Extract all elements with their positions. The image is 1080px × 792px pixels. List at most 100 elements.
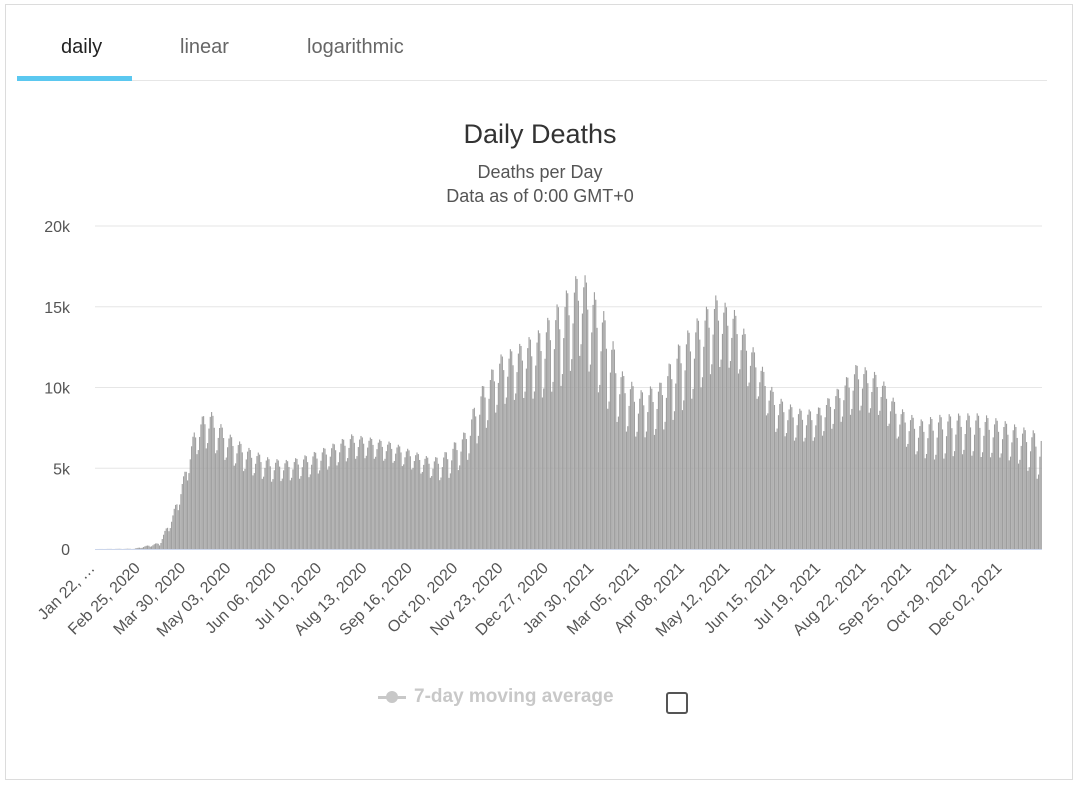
bar[interactable] [765,415,768,549]
bar[interactable] [299,478,301,549]
bar[interactable] [449,473,451,549]
bar[interactable] [575,276,577,549]
bar[interactable] [291,477,293,549]
bar[interactable] [824,417,826,549]
bar[interactable] [432,468,434,549]
bar[interactable] [1030,451,1032,549]
bar[interactable] [595,299,597,549]
bar[interactable] [347,458,349,549]
bar[interactable] [189,459,191,549]
bar[interactable] [1021,433,1024,549]
bar[interactable] [1025,442,1028,549]
bar[interactable] [419,459,421,549]
bar[interactable] [305,456,307,549]
bar[interactable] [365,455,367,549]
bar[interactable] [203,416,205,549]
bar[interactable] [760,370,762,549]
bar[interactable] [308,477,310,549]
bar[interactable] [531,356,533,549]
bar[interactable] [712,334,714,549]
bar[interactable] [240,443,242,549]
bar[interactable] [924,458,926,549]
bar[interactable] [277,460,279,549]
bar[interactable] [473,407,475,549]
bar[interactable] [183,476,185,549]
bar[interactable] [245,459,247,549]
bar[interactable] [655,428,657,549]
bar[interactable] [935,454,937,549]
bar[interactable] [915,454,917,549]
bar[interactable] [672,419,674,549]
bar[interactable] [776,428,778,549]
bar[interactable] [296,458,298,549]
bar[interactable] [987,418,989,549]
bar[interactable] [707,309,709,549]
bar[interactable] [768,400,770,549]
bar[interactable] [324,448,326,549]
bar[interactable] [292,469,294,549]
bar[interactable] [879,410,881,549]
bar[interactable] [783,412,785,549]
bar[interactable] [720,359,722,549]
bar[interactable] [663,429,665,549]
bar[interactable] [543,388,545,549]
bar[interactable] [904,422,906,549]
bar[interactable] [983,435,985,549]
bar[interactable] [744,334,746,549]
bar[interactable] [693,358,696,549]
bar[interactable] [589,364,591,549]
bar[interactable] [280,481,282,549]
bar[interactable] [613,349,615,549]
bar[interactable] [535,365,537,549]
bar[interactable] [881,385,884,549]
bar[interactable] [420,473,422,549]
bar[interactable] [868,412,870,549]
bar[interactable] [773,404,776,549]
bar[interactable] [709,374,712,549]
bar[interactable] [191,446,193,549]
bar[interactable] [325,454,327,549]
bar[interactable] [1008,460,1010,549]
bar[interactable] [596,327,598,549]
bar[interactable] [336,465,338,549]
bar[interactable] [407,448,409,549]
bar[interactable] [267,457,269,549]
bar[interactable] [227,447,229,549]
bar[interactable] [895,413,897,549]
bar[interactable] [213,427,215,549]
bar[interactable] [339,452,341,549]
bar[interactable] [820,415,822,549]
bar[interactable] [411,469,413,549]
bar[interactable] [471,419,473,549]
bar[interactable] [812,440,814,549]
bar[interactable] [717,320,720,549]
bar[interactable] [437,463,439,549]
bar[interactable] [953,451,956,549]
bar[interactable] [551,391,553,549]
bar[interactable] [436,457,438,549]
bar[interactable] [507,376,509,549]
bar[interactable] [195,437,197,549]
bar[interactable] [753,352,756,549]
bar[interactable] [459,465,461,549]
bar[interactable] [785,433,788,549]
bar[interactable] [332,443,334,549]
bar[interactable] [828,398,830,549]
bar[interactable] [649,386,651,549]
bar[interactable] [173,508,175,549]
bar[interactable] [380,440,382,549]
bar[interactable] [151,546,153,549]
bar[interactable] [435,457,437,549]
bar[interactable] [1040,440,1042,549]
bar[interactable] [357,447,359,549]
bar[interactable] [345,461,347,549]
bar[interactable] [485,427,487,549]
bar[interactable] [803,441,805,549]
bar[interactable] [360,435,362,549]
bar[interactable] [301,467,303,549]
bar[interactable] [427,457,429,549]
bar[interactable] [565,290,567,549]
bar[interactable] [616,421,618,549]
bar[interactable] [688,332,690,549]
bar[interactable] [600,351,602,549]
